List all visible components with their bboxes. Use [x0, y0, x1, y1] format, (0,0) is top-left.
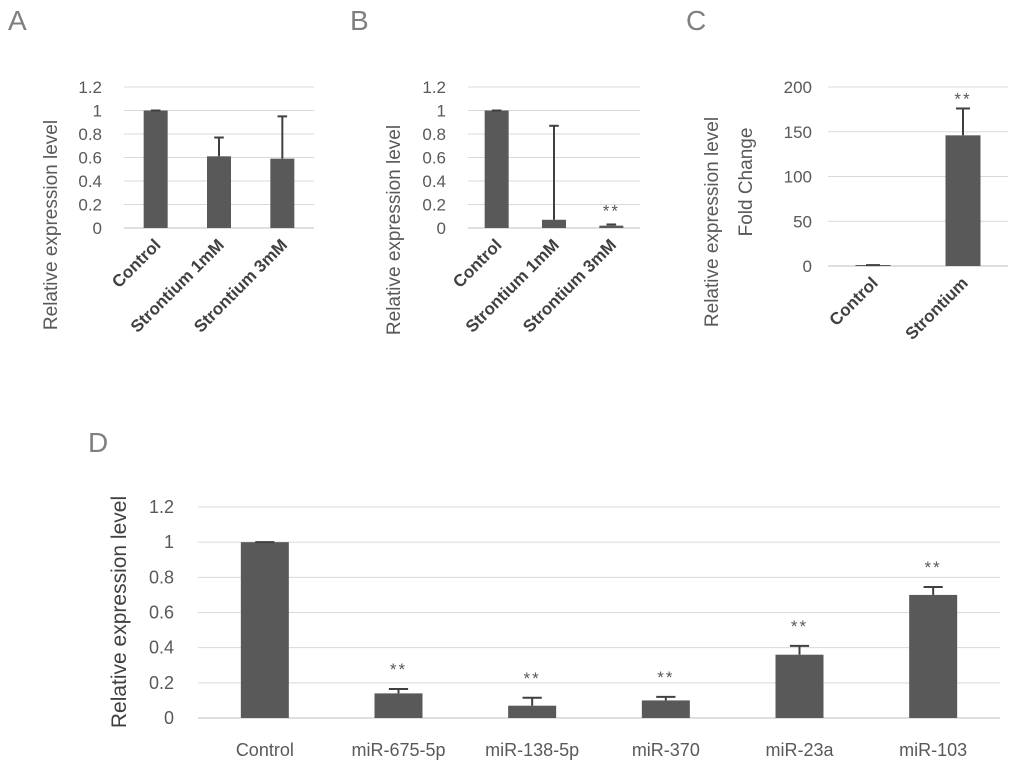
y-tick-label: 1.2 — [78, 78, 102, 97]
y-tick-label: 150 — [784, 123, 812, 142]
bar-mir-138-5p — [508, 705, 557, 718]
category-label: miR-23a — [765, 740, 834, 760]
y-axis-label: Relative expression level — [384, 125, 405, 335]
significance-marker: ** — [791, 617, 808, 636]
bar-strontium-3mm — [270, 158, 295, 228]
bar-strontium-1mm — [207, 156, 231, 228]
y-tick-label: 0.4 — [78, 172, 102, 191]
y-tick-label: 0 — [803, 257, 812, 276]
bar-control — [484, 110, 509, 228]
y-tick-label: 100 — [784, 168, 812, 187]
category-label: Strontium — [902, 273, 972, 343]
y-tick-label: 0.6 — [78, 149, 102, 168]
y-tick-label: 200 — [784, 78, 812, 97]
significance-marker: ** — [603, 201, 620, 220]
panel-letter: B — [350, 5, 369, 36]
y-axis-label: Relative expression level — [702, 117, 723, 327]
y-tick-label: 0.8 — [422, 125, 446, 144]
y-tick-label: 0.8 — [149, 567, 174, 587]
y-tick-label: 1.2 — [422, 78, 446, 97]
panel-d-chart: D 0 0.2 0.4 0.6 0.8 1 1.2 Relative expression le… — [88, 427, 1000, 760]
y-axis-label: Relative expression level — [108, 496, 131, 728]
bar-mir-370 — [641, 700, 690, 718]
significance-marker: ** — [954, 89, 971, 108]
panel-letter: D — [88, 427, 108, 458]
y-tick-label: 1 — [93, 102, 102, 121]
panel-letter: A — [8, 5, 27, 36]
y-tick-label: 0 — [437, 219, 446, 238]
y-tick-label: 0.2 — [149, 673, 174, 693]
category-label: Control — [236, 740, 294, 760]
significance-marker: ** — [524, 669, 541, 688]
y-axis-label: Relative expression level — [41, 120, 62, 330]
bar-strontium-3mm — [599, 225, 624, 228]
significance-marker: ** — [925, 558, 942, 577]
bar-strontium — [945, 135, 981, 266]
y-tick-label: 1 — [164, 532, 174, 552]
bar-control — [143, 110, 168, 228]
bar-mir-675-5p — [374, 693, 423, 718]
y-tick-label: 50 — [793, 212, 812, 231]
bar-control — [240, 542, 289, 718]
bar-mir-23a — [775, 654, 824, 718]
category-label: miR-675-5p — [351, 740, 445, 760]
panel-b-chart: B 0 0.2 0.4 0.6 0.8 1 1.2 Relative expression le… — [350, 5, 640, 336]
y-tick-label: 0.4 — [149, 638, 174, 658]
panel-letter: C — [686, 5, 706, 36]
category-label: miR-138-5p — [485, 740, 579, 760]
category-label: miR-103 — [899, 740, 967, 760]
y-tick-label: 0.6 — [422, 149, 446, 168]
y-tick-label: 0.8 — [78, 125, 102, 144]
y-tick-label: 0.2 — [422, 196, 446, 215]
y-tick-label: 0.6 — [149, 603, 174, 623]
bar-mir-103 — [909, 594, 958, 718]
y-tick-label: 0.4 — [422, 172, 446, 191]
category-label: Control — [449, 235, 505, 291]
y-tick-label: 1.2 — [149, 497, 174, 517]
category-label: Control — [826, 273, 882, 329]
y-axis-label-secondary: Fold Change — [736, 128, 757, 237]
panel-a-chart: A 0 0.2 0.4 0.6 0.8 1 1.2 Relative expression le… — [8, 5, 314, 336]
significance-marker: ** — [657, 668, 674, 687]
y-tick-label: 0.2 — [78, 196, 102, 215]
y-tick-label: 0 — [164, 708, 174, 728]
category-label: miR-370 — [632, 740, 700, 760]
y-tick-label: 1 — [437, 102, 446, 121]
category-label: Control — [108, 235, 164, 291]
panel-c-chart: C 0 50 100 150 200 Relative expression level Fo… — [686, 5, 1008, 344]
y-tick-label: 0 — [93, 219, 102, 238]
bar-strontium-1mm — [542, 219, 566, 228]
significance-marker: ** — [390, 660, 407, 679]
